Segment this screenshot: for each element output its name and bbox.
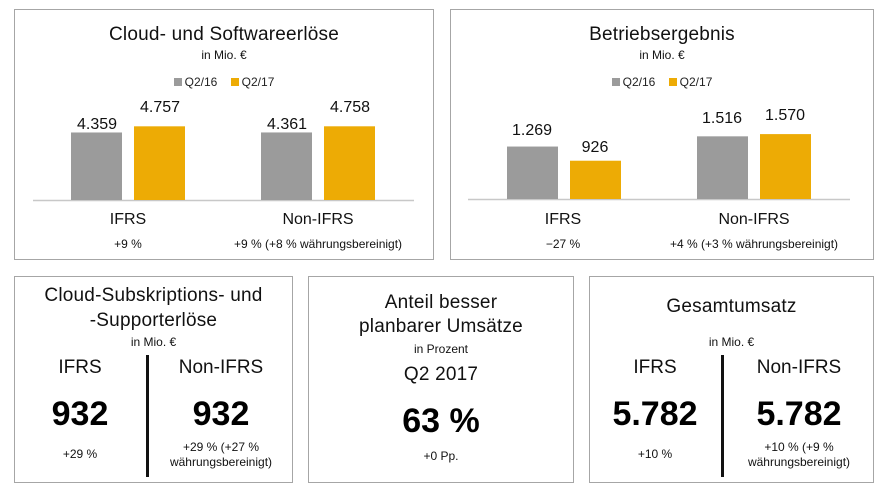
legend-swatch-q2-17 <box>668 78 677 86</box>
data-label: 1.570 <box>764 107 806 124</box>
kpi-title-line2: planbarer Umsätze <box>359 316 523 337</box>
category-label: Non-IFRS <box>718 211 790 228</box>
chart-legend: Q2/16 Q2/17 <box>14 75 434 89</box>
kpi-title-line1: Anteil besser <box>384 292 498 313</box>
data-label: 4.757 <box>139 99 181 116</box>
kpi-change-ifrs: +29 % <box>62 447 98 461</box>
data-label: 4.758 <box>329 99 371 116</box>
kpi-change-non-ifrs-line2: währungsbereinigt) <box>169 455 273 469</box>
legend-swatch-q2-16 <box>611 78 620 86</box>
kpi-title: Gesamtumsatz <box>666 296 797 317</box>
legend-item-q2-16: Q2/16 <box>611 75 656 89</box>
kpi-subtitle: in Mio. € <box>708 335 755 349</box>
category-change: +4 % (+3 % währungsbereinigt) <box>669 237 839 251</box>
category-change: −27 % <box>545 237 581 251</box>
bar-q2-17-non-ifrs <box>324 126 375 200</box>
category-label: IFRS <box>109 211 147 228</box>
legend-label: Q2/16 <box>184 75 218 89</box>
kpi-value-ifrs: 932 <box>51 395 109 433</box>
data-label: 4.361 <box>266 116 308 133</box>
chart-subtitle: in Mio. € <box>639 48 685 62</box>
legend-swatch-q2-16 <box>173 78 182 86</box>
kpi-value-ifrs: 5.782 <box>612 395 698 433</box>
kpi-label-non-ifrs: Non-IFRS <box>178 357 264 378</box>
chart-legend: Q2/16 Q2/17 <box>450 75 874 89</box>
data-label: 926 <box>581 139 609 156</box>
legend-label: Q2/17 <box>679 75 713 89</box>
chart-title: Cloud- und Softwareerlöse <box>109 24 339 45</box>
legend-item-q2-16: Q2/16 <box>173 75 218 89</box>
kpi-change-non-ifrs-line1: +29 % (+27 % <box>182 440 260 454</box>
kpi-change-non-ifrs-line1: +10 % (+9 % <box>764 440 834 454</box>
category-change: +9 % <box>114 237 142 251</box>
category-change: +9 % (+8 % währungsbereinigt) <box>233 237 403 251</box>
bar-q2-17-ifrs <box>570 160 621 199</box>
legend-item-q2-17: Q2/17 <box>230 75 275 89</box>
chart-title: Betriebsergebnis <box>589 24 735 45</box>
data-label: 4.359 <box>76 116 118 133</box>
kpi-label-ifrs: IFRS <box>58 357 102 378</box>
kpi-period: Q2 2017 <box>403 364 479 385</box>
kpi-label-ifrs: IFRS <box>633 357 677 378</box>
category-label: IFRS <box>544 211 582 228</box>
kpi-title-line2: -Supporterlöse <box>89 310 218 331</box>
legend-item-q2-17: Q2/17 <box>668 75 713 89</box>
bar-q2-16-ifrs <box>507 146 558 199</box>
legend-swatch-q2-17 <box>230 78 239 86</box>
kpi-panel-total-revenue <box>589 276 874 483</box>
bar-q2-16-ifrs <box>71 132 122 200</box>
kpi-title-line1: Cloud-Subskriptions- und <box>44 285 263 306</box>
kpi-subtitle: in Mio. € <box>130 335 177 349</box>
kpi-change-non-ifrs-line2: währungsbereinigt) <box>747 455 851 469</box>
category-label: Non-IFRS <box>282 211 354 228</box>
kpi-value-non-ifrs: 932 <box>192 395 250 433</box>
bar-q2-17-ifrs <box>134 126 185 200</box>
kpi-divider <box>721 355 724 477</box>
kpi-panel-cloud-subscriptions <box>14 276 293 483</box>
data-label: 1.269 <box>511 122 553 139</box>
kpi-change-ifrs: +10 % <box>637 447 673 461</box>
legend-label: Q2/16 <box>622 75 656 89</box>
kpi-label-non-ifrs: Non-IFRS <box>756 357 842 378</box>
bar-q2-17-non-ifrs <box>760 134 811 199</box>
kpi-value-non-ifrs: 5.782 <box>756 395 842 433</box>
kpi-divider <box>146 355 149 477</box>
kpi-subtitle: in Prozent <box>413 342 469 356</box>
kpi-panel-predictable-revenue <box>308 276 574 483</box>
kpi-change: +0 Pp. <box>423 449 459 463</box>
chart-subtitle: in Mio. € <box>201 48 247 62</box>
kpi-value: 63 % <box>402 402 480 440</box>
bar-q2-16-non-ifrs <box>697 136 748 199</box>
data-label: 1.516 <box>701 110 743 127</box>
bar-q2-16-non-ifrs <box>261 132 312 200</box>
legend-label: Q2/17 <box>241 75 275 89</box>
